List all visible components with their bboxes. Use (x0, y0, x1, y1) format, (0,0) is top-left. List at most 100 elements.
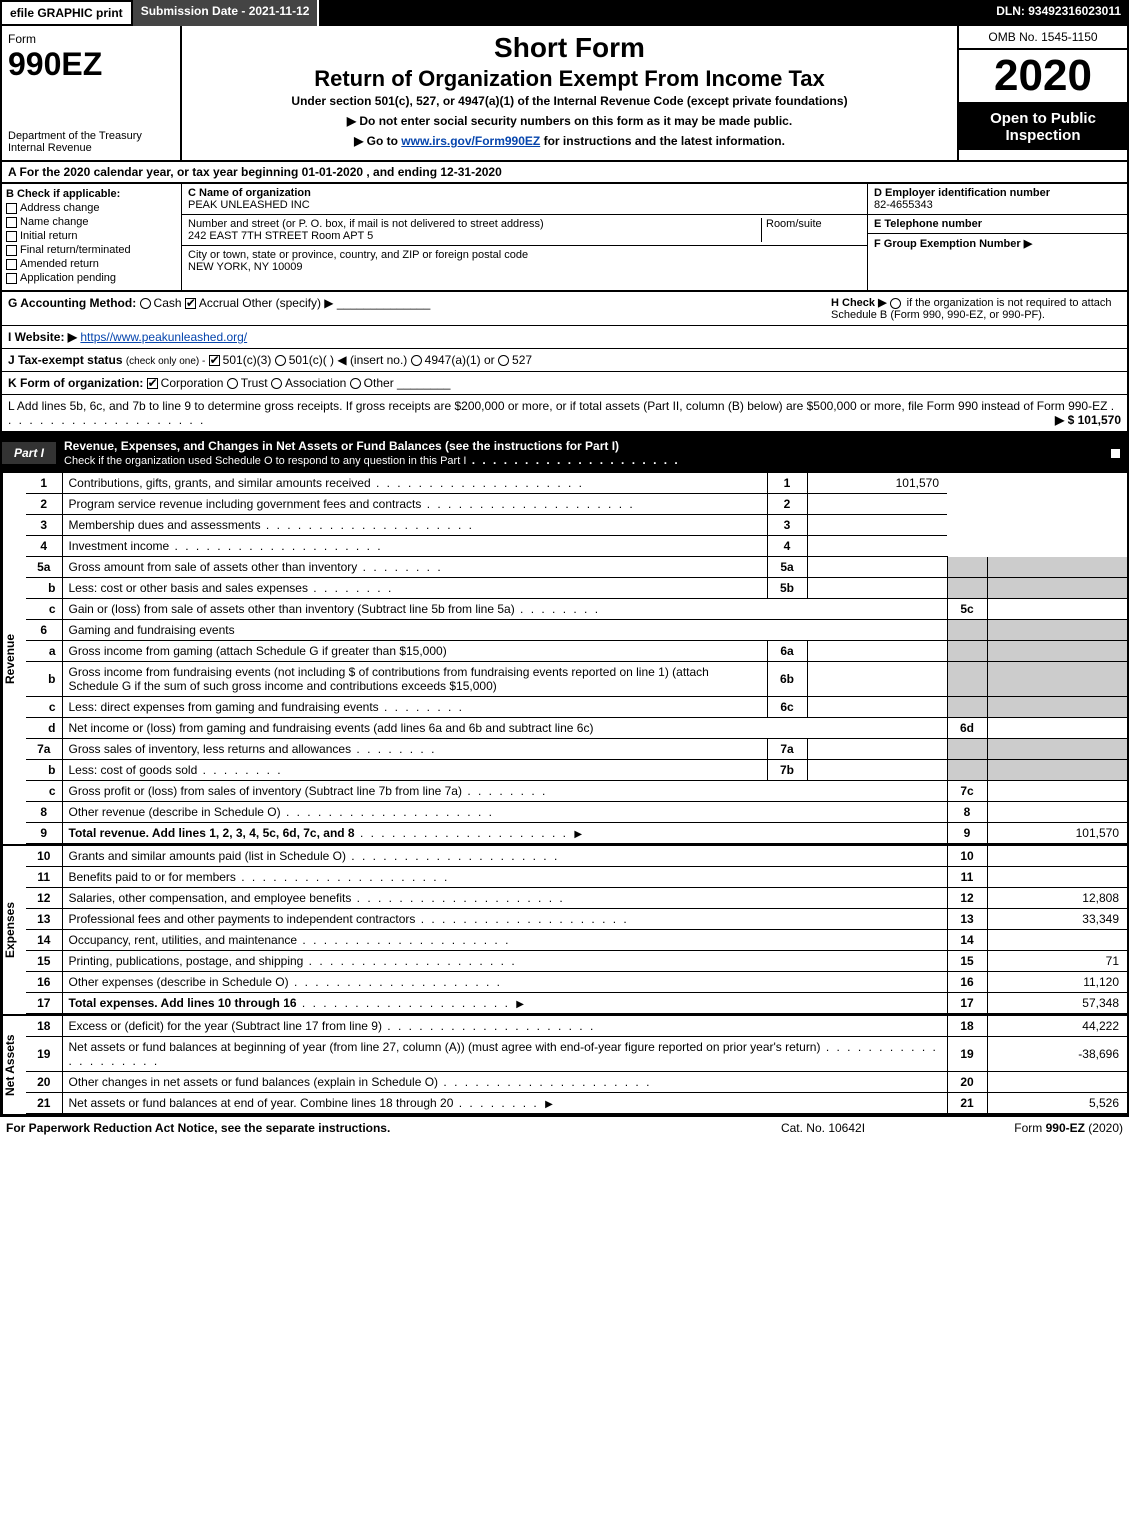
e-label: E Telephone number (874, 218, 1121, 230)
c-city-label: City or town, state or province, country… (188, 249, 861, 261)
chk-corporation[interactable] (147, 378, 158, 389)
c-name-label: C Name of organization (188, 187, 861, 199)
subtitle: Under section 501(c), 527, or 4947(a)(1)… (192, 94, 947, 108)
goto-post: for instructions and the latest informat… (540, 134, 785, 148)
expenses-section: Expenses 10Grants and similar amounts pa… (0, 846, 1129, 1016)
ssn-warning: ▶ Do not enter social security numbers o… (192, 114, 947, 128)
line-g-h: G Accounting Method: Cash Accrual Other … (0, 292, 1129, 326)
f-group-row: F Group Exemption Number ▶ (868, 234, 1127, 253)
netassets-table: 18Excess or (deficit) for the year (Subt… (26, 1016, 1127, 1114)
line-g: G Accounting Method: Cash Accrual Other … (8, 296, 821, 321)
line-i: I Website: ▶ https//www.peakunleashed.or… (0, 326, 1129, 349)
line-9: 9Total revenue. Add lines 1, 2, 3, 4, 5c… (26, 823, 1127, 844)
form-header: Form 990EZ Department of the Treasury In… (0, 26, 1129, 162)
radio-4947[interactable] (411, 355, 422, 366)
527-label: 527 (512, 353, 532, 367)
c-street-row: Number and street (or P. O. box, if mail… (182, 215, 867, 246)
footer-left: For Paperwork Reduction Act Notice, see … (6, 1121, 723, 1135)
l-text: L Add lines 5b, 6c, and 7b to line 9 to … (8, 399, 1107, 413)
other-org-label: Other (364, 376, 394, 390)
part-i-header: Part I Revenue, Expenses, and Changes in… (0, 433, 1129, 473)
d-ein-row: D Employer identification number 82-4655… (868, 184, 1127, 215)
room-suite-label: Room/suite (761, 218, 861, 242)
radio-h[interactable] (890, 298, 901, 309)
j-label: J Tax-exempt status (8, 353, 123, 367)
efile-print-label[interactable]: efile GRAPHIC print (0, 0, 133, 26)
revenue-vlabel: Revenue (2, 473, 26, 844)
line-j: J Tax-exempt status (check only one) - 5… (0, 349, 1129, 372)
part-i-sub: Check if the organization used Schedule … (64, 455, 466, 467)
line-4: 4Investment income4 (26, 536, 1127, 557)
chk-name-change[interactable]: Name change (6, 216, 177, 228)
line-k: K Form of organization: Corporation Trus… (0, 372, 1129, 395)
radio-trust[interactable] (227, 378, 238, 389)
line-12: 12Salaries, other compensation, and empl… (26, 888, 1127, 909)
other-specify: Other (specify) ▶ (242, 296, 333, 310)
radio-association[interactable] (271, 378, 282, 389)
line-14: 14Occupancy, rent, utilities, and mainte… (26, 930, 1127, 951)
revenue-section: Revenue 1Contributions, gifts, grants, a… (0, 473, 1129, 846)
chk-accrual[interactable] (185, 298, 196, 309)
chk-final-return[interactable]: Final return/terminated (6, 244, 177, 256)
part-i-title: Revenue, Expenses, and Changes in Net As… (56, 435, 1107, 471)
line-7a: 7aGross sales of inventory, less returns… (26, 739, 1127, 760)
line-5a: 5aGross amount from sale of assets other… (26, 557, 1127, 578)
line-5b: bLess: cost or other basis and sales exp… (26, 578, 1127, 599)
net-assets-section: Net Assets 18Excess or (deficit) for the… (0, 1016, 1129, 1116)
org-street: 242 EAST 7TH STREET Room APT 5 (188, 230, 761, 242)
revenue-table: 1Contributions, gifts, grants, and simil… (26, 473, 1127, 844)
line-3: 3Membership dues and assessments3 (26, 515, 1127, 536)
part-i-checkbox[interactable] (1107, 446, 1127, 460)
topbar-spacer (319, 0, 988, 26)
accrual-label: Accrual (199, 296, 239, 310)
form-word: Form (8, 32, 174, 46)
line-20: 20Other changes in net assets or fund ba… (26, 1072, 1127, 1093)
dept-treasury: Department of the Treasury (8, 130, 174, 142)
501c3-label: 501(c)(3) (223, 353, 272, 367)
line-7b: bLess: cost of goods sold7b (26, 760, 1127, 781)
c-street-label: Number and street (or P. O. box, if mail… (188, 218, 761, 230)
footer-right: Form 990-EZ (2020) (923, 1121, 1123, 1135)
chk-address-change[interactable]: Address change (6, 202, 177, 214)
501c-label: 501(c)( ) ◀ (insert no.) (289, 353, 408, 367)
netassets-vlabel: Net Assets (2, 1016, 26, 1114)
radio-other-org[interactable] (350, 378, 361, 389)
chk-application-pending[interactable]: Application pending (6, 272, 177, 284)
radio-cash[interactable] (140, 298, 151, 309)
line-17: 17Total expenses. Add lines 10 through 1… (26, 993, 1127, 1014)
line-19: 19Net assets or fund balances at beginni… (26, 1037, 1127, 1072)
chk-501c3[interactable] (209, 355, 220, 366)
dln-label: DLN: 93492316023011 (988, 0, 1129, 26)
line-8: 8Other revenue (describe in Schedule O)8 (26, 802, 1127, 823)
line-h: H Check ▶ if the organization is not req… (821, 296, 1121, 321)
org-city: NEW YORK, NY 10009 (188, 261, 861, 273)
radio-501c[interactable] (275, 355, 286, 366)
dept-irs: Internal Revenue (8, 142, 174, 154)
chk-initial-return[interactable]: Initial return (6, 230, 177, 242)
org-name: PEAK UNLEASHED INC (188, 199, 861, 211)
submission-date-label: Submission Date - 2021-11-12 (133, 0, 320, 26)
return-title: Return of Organization Exempt From Incom… (192, 66, 947, 92)
line-16: 16Other expenses (describe in Schedule O… (26, 972, 1127, 993)
line-a-tax-year: A For the 2020 calendar year, or tax yea… (0, 162, 1129, 184)
goto-pre: ▶ Go to (354, 134, 401, 148)
website-link[interactable]: https//www.peakunleashed.org/ (80, 330, 247, 344)
goto-link[interactable]: www.irs.gov/Form990EZ (401, 134, 540, 148)
c-city-row: City or town, state or province, country… (182, 246, 867, 276)
line-7c: cGross profit or (loss) from sales of in… (26, 781, 1127, 802)
l-amount: ▶ $ 101,570 (1055, 413, 1121, 427)
goto-instruction: ▶ Go to www.irs.gov/Form990EZ for instru… (192, 134, 947, 148)
radio-527[interactable] (498, 355, 509, 366)
header-left: Form 990EZ Department of the Treasury In… (2, 26, 182, 160)
line-2: 2Program service revenue including gover… (26, 494, 1127, 515)
expenses-table: 10Grants and similar amounts paid (list … (26, 846, 1127, 1014)
chk-amended-return[interactable]: Amended return (6, 258, 177, 270)
header-mid: Short Form Return of Organization Exempt… (182, 26, 957, 160)
d-label: D Employer identification number (874, 187, 1121, 199)
line-6: 6Gaming and fundraising events (26, 620, 1127, 641)
line-18: 18Excess or (deficit) for the year (Subt… (26, 1016, 1127, 1037)
trust-label: Trust (241, 376, 268, 390)
section-b-c-d-e-f: B Check if applicable: Address change Na… (0, 184, 1129, 292)
column-def: D Employer identification number 82-4655… (867, 184, 1127, 290)
tax-year: 2020 (959, 50, 1127, 104)
